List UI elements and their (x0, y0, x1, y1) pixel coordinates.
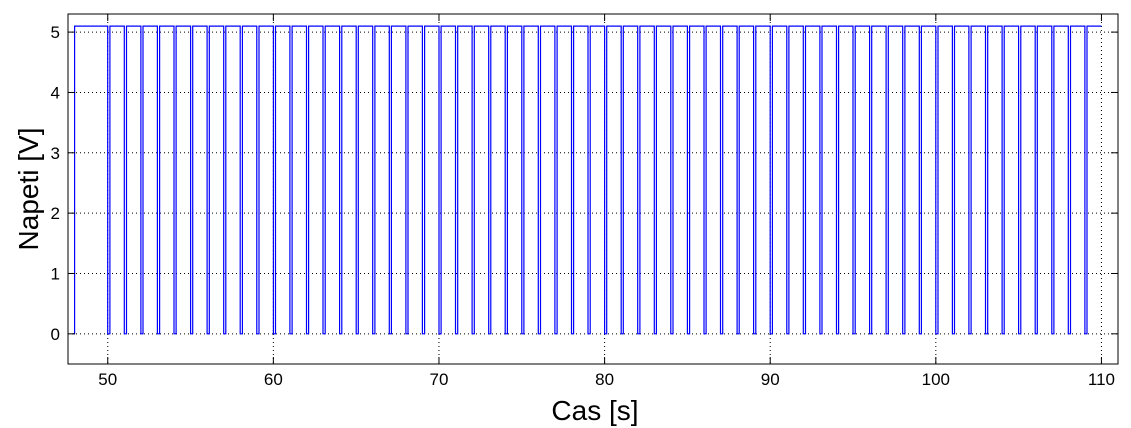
x-tick-label: 70 (430, 370, 449, 389)
y-tick-label: 3 (51, 144, 60, 163)
x-tick-label: 110 (1088, 370, 1115, 389)
series-layer (73, 25, 1102, 335)
x-tick-labels: 50 60 70 80 90 100 110 (98, 370, 1115, 389)
y-tick-label: 4 (51, 83, 60, 102)
x-tick-label: 100 (922, 370, 950, 389)
y-tick-label: 5 (51, 23, 60, 42)
y-tick-labels: 0 1 2 3 4 5 (51, 23, 60, 344)
x-tick-label: 60 (264, 370, 283, 389)
grid (68, 14, 1118, 364)
y-tick-label: 0 (51, 325, 60, 344)
ticks (68, 14, 1118, 364)
series-line (73, 25, 1102, 335)
x-axis-title: Cas [s] (551, 395, 638, 426)
x-tick-label: 90 (761, 370, 780, 389)
x-tick-label: 50 (98, 370, 117, 389)
y-axis-title: Napeti [V] (13, 128, 44, 251)
y-tick-label: 1 (51, 264, 60, 283)
y-tick-label: 2 (51, 204, 60, 223)
x-tick-label: 80 (595, 370, 614, 389)
plot-frame (67, 13, 1119, 365)
